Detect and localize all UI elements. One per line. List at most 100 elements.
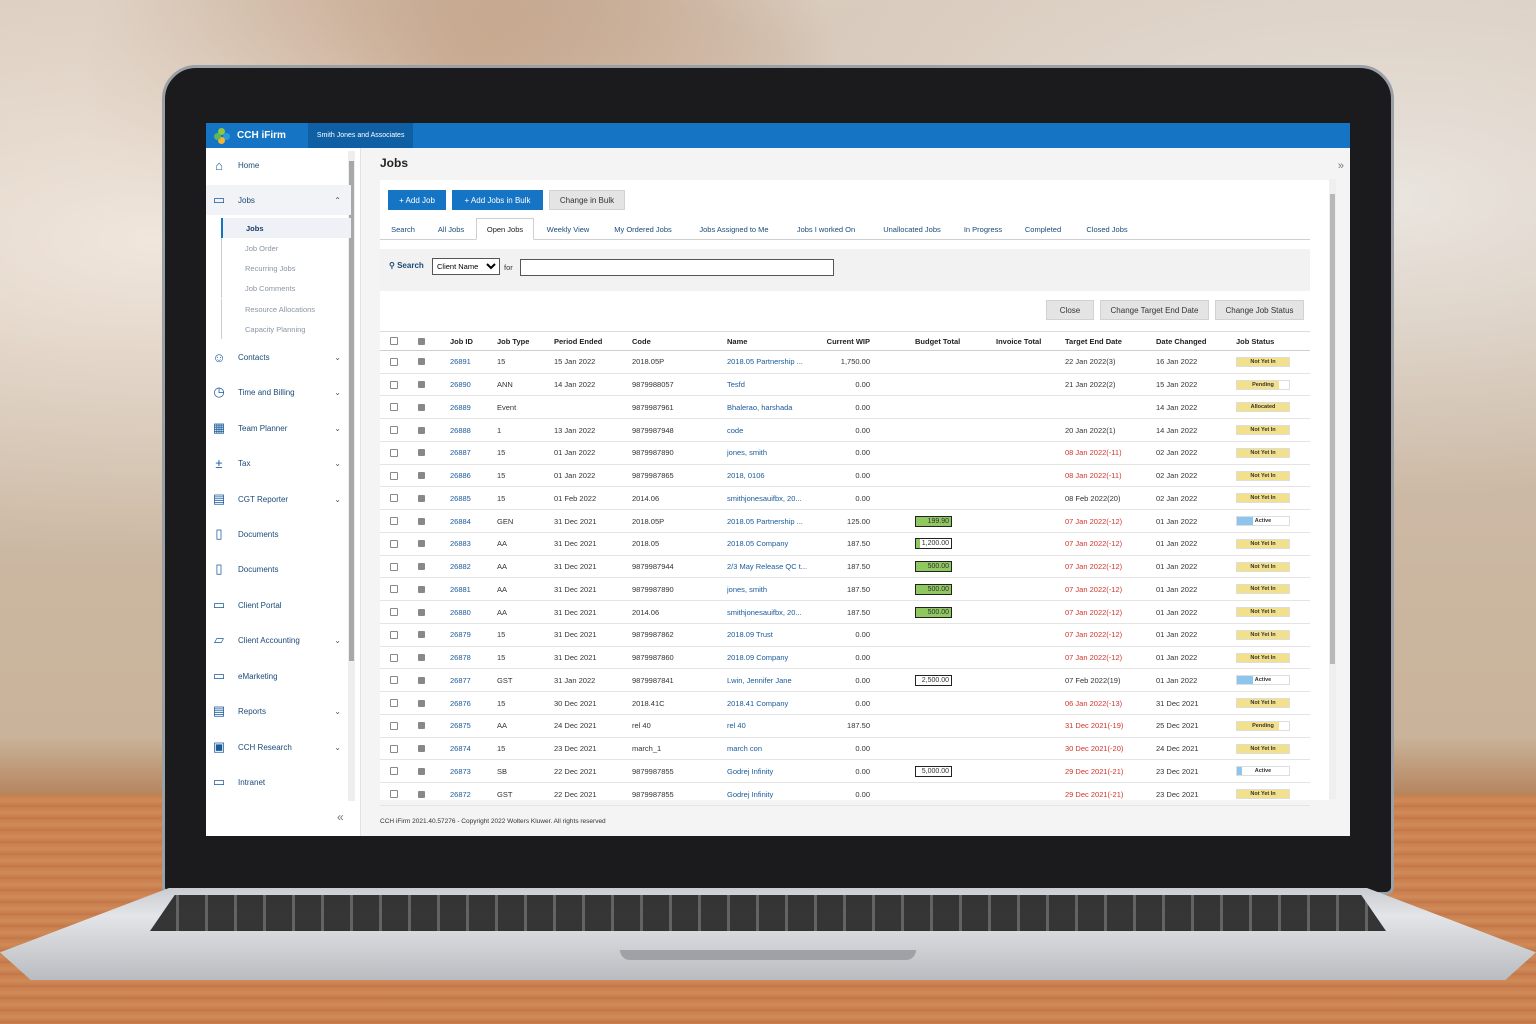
job-id[interactable]: 26886: [450, 471, 471, 481]
job-id[interactable]: 26890: [450, 380, 471, 390]
client-name[interactable]: smithjonesauifbx, 20...: [727, 607, 802, 617]
row-menu-icon[interactable]: [418, 699, 425, 707]
job-id[interactable]: 26876: [450, 698, 471, 708]
table-row[interactable]: 26876 15 30 Dec 2021 2018.41C 2018.41 Compan…: [380, 692, 1310, 715]
row-checkbox[interactable]: [390, 448, 398, 457]
main-scroll-thumb[interactable]: [1330, 194, 1335, 664]
row-checkbox[interactable]: [390, 676, 398, 685]
row-menu-icon[interactable]: [418, 722, 425, 730]
table-row[interactable]: 26890 ANN 14 Jan 2022 9879988057 Tesfd 0.00 21…: [380, 374, 1310, 397]
client-name[interactable]: Godrej Infinity: [727, 766, 774, 776]
client-name[interactable]: Lwin, Jennifer Jane: [727, 675, 792, 685]
tab-open-jobs[interactable]: Open Jobs: [476, 218, 534, 240]
tab-weekly-view[interactable]: Weekly View: [546, 224, 590, 234]
table-row[interactable]: 26875 AA 24 Dec 2021 rel 40 rel 40 187.50 31 D…: [380, 715, 1310, 738]
sidebar-scroll-thumb[interactable]: [349, 161, 354, 661]
table-row[interactable]: 26879 15 31 Dec 2021 9879987862 2018.09 Trus…: [380, 624, 1310, 647]
row-checkbox[interactable]: [390, 653, 398, 662]
row-menu-icon[interactable]: [418, 745, 425, 753]
job-id[interactable]: 26889: [450, 402, 471, 412]
column-header-budget[interactable]: Budget Total: [915, 336, 961, 346]
change-in-bulk-button[interactable]: Change in Bulk: [549, 190, 625, 210]
row-menu-icon[interactable]: [418, 654, 425, 662]
table-row[interactable]: 26878 15 31 Dec 2021 9879987860 2018.09 Comp…: [380, 647, 1310, 670]
row-checkbox[interactable]: [390, 790, 398, 799]
row-checkbox[interactable]: [390, 562, 398, 571]
close-button[interactable]: Close: [1046, 300, 1094, 320]
chevron-down-icon[interactable]: ⌄: [334, 742, 341, 752]
column-header-period[interactable]: Period Ended: [554, 336, 603, 346]
table-row[interactable]: 26877 GST 31 Jan 2022 9879987841 Lwin, Jenni…: [380, 670, 1310, 693]
table-row[interactable]: 26888 1 13 Jan 2022 9879987948 code 0.00 20 Ja…: [380, 419, 1310, 442]
tab-jobs-assigned-to-me[interactable]: Jobs Assigned to Me: [699, 224, 769, 234]
change-target-end-date-button[interactable]: Change Target End Date: [1100, 300, 1209, 320]
sidebar-item-reports[interactable]: ▤ Reports ⌄: [206, 696, 351, 726]
sidebar-item-contacts[interactable]: ☺ Contacts ⌄: [206, 342, 351, 372]
add-jobs-in-bulk-button[interactable]: + Add Jobs in Bulk: [452, 190, 543, 210]
job-id[interactable]: 26875: [450, 721, 471, 731]
column-header-wip[interactable]: Current WIP: [826, 336, 870, 346]
client-name[interactable]: 2018.05 Partnership ...: [727, 357, 803, 367]
sidebar-item-docs2[interactable]: ▯ Documents: [206, 554, 351, 584]
job-id[interactable]: 26873: [450, 766, 471, 776]
row-checkbox[interactable]: [390, 357, 398, 366]
row-checkbox[interactable]: [390, 630, 398, 639]
row-menu-icon[interactable]: [418, 790, 425, 798]
row-checkbox[interactable]: [390, 380, 398, 389]
row-checkbox[interactable]: [390, 403, 398, 412]
client-name[interactable]: jones, smith: [727, 584, 768, 594]
job-id[interactable]: 26887: [450, 448, 471, 458]
sidebar-item-accounting[interactable]: ▱ Client Accounting ⌄: [206, 625, 351, 655]
row-menu-icon[interactable]: [418, 563, 425, 571]
client-name[interactable]: march con: [727, 744, 763, 754]
row-checkbox[interactable]: [390, 471, 398, 480]
table-row[interactable]: 26884 GEN 31 Dec 2021 2018.05P 2018.05 Partn…: [380, 510, 1310, 533]
client-name[interactable]: 2/3 May Release QC t...: [727, 562, 808, 572]
client-name[interactable]: rel 40: [727, 721, 746, 731]
tab-completed[interactable]: Completed: [1024, 224, 1062, 234]
chevron-down-icon[interactable]: ⌄: [334, 423, 341, 433]
row-checkbox[interactable]: [390, 767, 398, 776]
chevron-down-icon[interactable]: ⌄: [334, 494, 341, 504]
client-name[interactable]: 2018.09 Company: [727, 653, 789, 663]
sidebar-item-tax[interactable]: ± Tax ⌄: [206, 448, 351, 478]
row-menu-icon[interactable]: [418, 676, 425, 684]
table-row[interactable]: 26891 15 15 Jan 2022 2018.05P 2018.05 Partne…: [380, 351, 1310, 374]
chevron-down-icon[interactable]: ⌄: [334, 458, 341, 468]
row-checkbox[interactable]: [390, 494, 398, 503]
column-header-code[interactable]: Code: [632, 336, 651, 346]
table-row[interactable]: 26881 AA 31 Dec 2021 9879987890 jones, smith…: [380, 579, 1310, 602]
column-header-invoice[interactable]: Invoice Total: [996, 336, 1042, 346]
chevron-down-icon[interactable]: ⌄: [334, 706, 341, 716]
table-row[interactable]: 26872 GST 22 Dec 2021 9879987855 Godrej Infi…: [380, 783, 1310, 806]
tab-search[interactable]: Search: [391, 224, 415, 234]
job-id[interactable]: 26878: [450, 653, 471, 663]
table-row[interactable]: 26886 15 01 Jan 2022 9879987865 2018, 0106 0.…: [380, 465, 1310, 488]
job-id[interactable]: 26877: [450, 675, 471, 685]
collapse-sidebar-icon[interactable]: «: [337, 810, 344, 824]
tab-all-jobs[interactable]: All Jobs: [437, 224, 465, 234]
column-header-type[interactable]: Job Type: [497, 336, 530, 346]
row-menu-icon[interactable]: [418, 381, 425, 389]
job-id[interactable]: 26874: [450, 744, 471, 754]
row-menu-icon[interactable]: [418, 358, 425, 366]
table-row[interactable]: 26874 15 23 Dec 2021 march_1 march con 0.00 30…: [380, 738, 1310, 761]
job-id[interactable]: 26885: [450, 493, 471, 503]
search-field-select[interactable]: Client Name: [432, 258, 500, 275]
client-name[interactable]: 2018, 0106: [727, 471, 765, 481]
column-header-status[interactable]: Job Status: [1236, 336, 1275, 346]
client-name[interactable]: Bhalerao, harshada: [727, 402, 793, 412]
sidebar-item-emarketing[interactable]: ▭ eMarketing: [206, 661, 351, 691]
job-id[interactable]: 26888: [450, 425, 471, 435]
row-checkbox[interactable]: [390, 699, 398, 708]
column-header-target[interactable]: Target End Date: [1065, 336, 1122, 346]
chevron-down-icon[interactable]: ⌄: [334, 352, 341, 362]
table-row[interactable]: 26889 Event 9879987961 Bhalerao, harshada 0.…: [380, 397, 1310, 420]
tab-unallocated-jobs[interactable]: Unallocated Jobs: [883, 224, 941, 234]
client-name[interactable]: 2018.05 Partnership ...: [727, 516, 803, 526]
sidebar-item-jobs[interactable]: ▭ Jobs ⌃: [206, 185, 351, 215]
sidebar-item-time[interactable]: ◷ Time and Billing ⌄: [206, 377, 351, 407]
sidebar-subitem-jobs[interactable]: Jobs: [221, 218, 351, 238]
sidebar-subitem-capacity-planning[interactable]: Capacity Planning: [221, 319, 351, 339]
table-row[interactable]: 26885 15 01 Feb 2022 2014.06 smithjonesauifb…: [380, 488, 1310, 511]
